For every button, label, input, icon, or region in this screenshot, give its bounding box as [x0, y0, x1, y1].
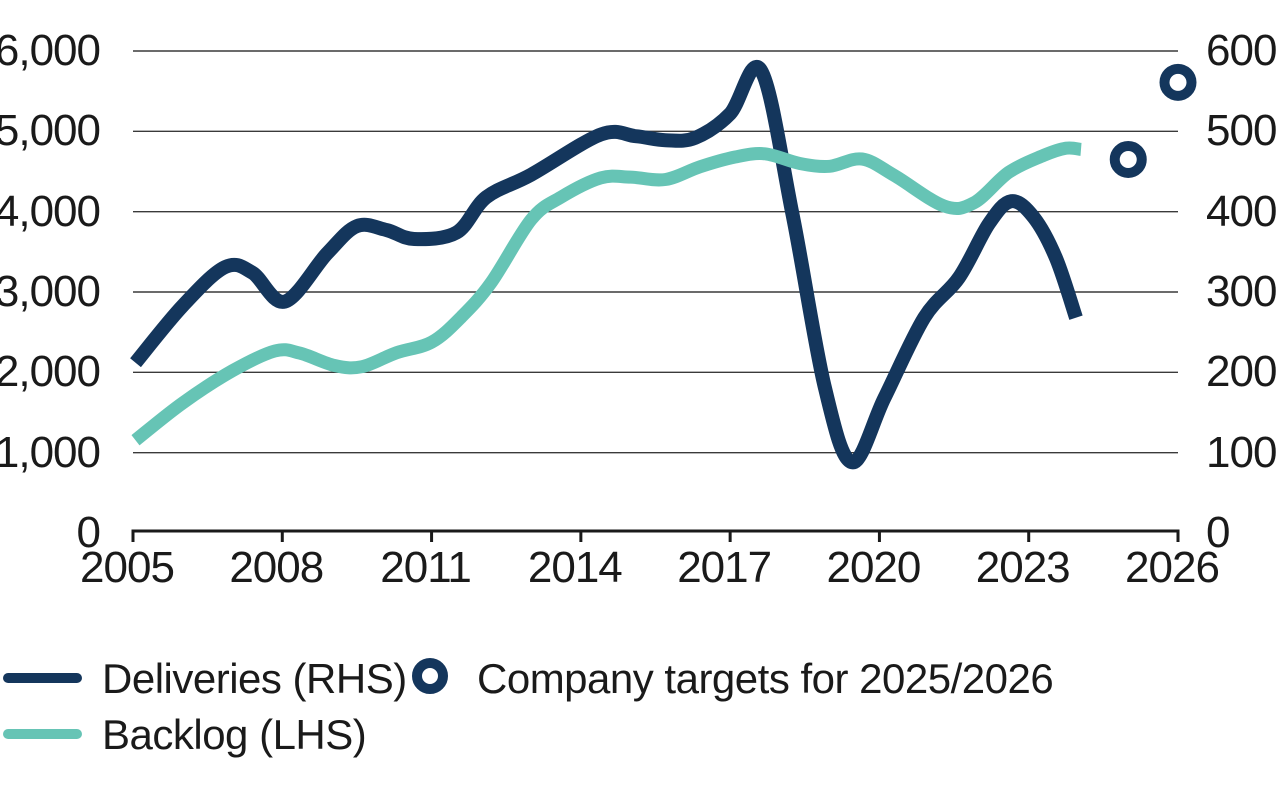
targets-ring-icon [412, 658, 448, 694]
y-axis-left-tick-label: 1,000 [0, 427, 101, 477]
y-axis-left-tick-label: 4,000 [0, 186, 101, 236]
backlog-line [131, 141, 1082, 446]
y-axis-right-tick-label: 0 [1206, 508, 1230, 557]
x-axis-tick-label: 2017 [677, 543, 772, 592]
plot-area [130, 50, 1197, 542]
y-axis-left-tick-label: 3,000 [0, 267, 101, 316]
y-axis-right-tick-label: 600 [1206, 26, 1277, 75]
targets-marker [1159, 63, 1197, 101]
backlog-line-swatch [3, 729, 82, 739]
y-axis-right-tick-label: 200 [1206, 347, 1277, 397]
legend-label-deliveries: Deliveries (RHS) [102, 655, 407, 702]
x-axis-tick-label: 2005 [80, 543, 175, 592]
y-axis-left-tick-label: 6,000 [0, 26, 101, 75]
x-axis-tick-label: 2020 [826, 543, 921, 592]
y-axis-right-tick-label: 300 [1206, 267, 1277, 316]
y-axis-left-tick-label: 2,000 [0, 347, 101, 397]
deliveries-line [130, 60, 1083, 470]
x-axis-tick-label: 2011 [380, 543, 472, 592]
x-axis-tick-label: 2026 [1125, 543, 1220, 592]
legend-label-targets: Company targets for 2025/2026 [477, 655, 1054, 702]
y-axis-left-tick-label: 5,000 [0, 106, 101, 156]
y-axis-right-tick-label: 100 [1206, 427, 1277, 477]
x-axis-tick-label: 2014 [527, 543, 623, 592]
y-axis-right-tick-label: 500 [1206, 106, 1277, 156]
deliveries-line-swatch [3, 673, 82, 683]
y-axis-left-tick-label: 0 [76, 508, 101, 557]
targets-marker [1109, 140, 1147, 178]
y-axis-right-tick-label: 400 [1206, 186, 1277, 236]
x-axis-tick-label: 2008 [229, 543, 324, 592]
x-axis-tick-label: 2023 [975, 543, 1071, 592]
legend-label-backlog: Backlog (LHS) [102, 711, 367, 758]
